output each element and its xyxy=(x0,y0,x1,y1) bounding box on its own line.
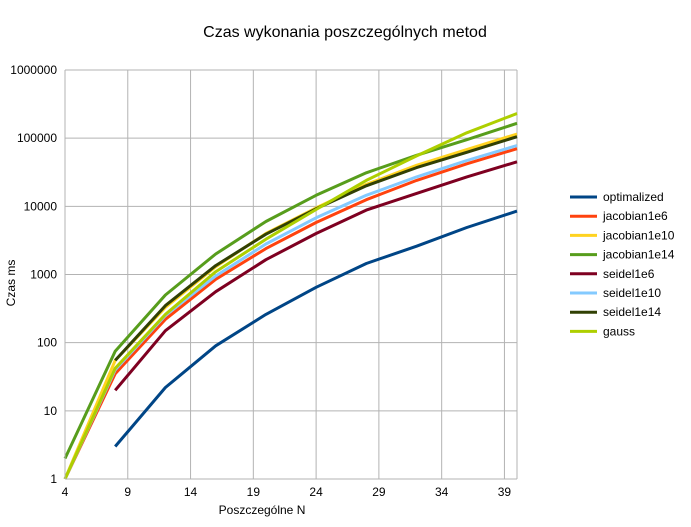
y-tick-label: 100 xyxy=(37,336,57,350)
x-tick-label: 14 xyxy=(184,485,198,499)
y-tick-label: 1 xyxy=(50,472,57,486)
y-tick-label: 10 xyxy=(44,404,58,418)
y-tick-label: 1000 xyxy=(30,268,57,282)
legend-label-gauss: gauss xyxy=(603,324,635,338)
legend-label-seidel1e10: seidel1e10 xyxy=(603,286,661,300)
legend-label-optimalized: optimalized xyxy=(603,190,664,204)
y-tick-label: 1000000 xyxy=(10,63,57,77)
x-axis-label: Poszczególne N xyxy=(219,503,306,517)
legend-label-jacobian1e10: jacobian1e10 xyxy=(602,228,675,242)
chart-title: Czas wykonania poszczególnych metod xyxy=(203,24,487,41)
x-tick-label: 24 xyxy=(309,485,323,499)
x-tick-labels: 4 9 14 19 24 29 34 39 xyxy=(62,485,512,499)
legend-label-jacobian1e14: jacobian1e14 xyxy=(602,248,675,262)
legend-label-seidel1e14: seidel1e14 xyxy=(603,305,661,319)
x-tick-label: 29 xyxy=(372,485,386,499)
legend: optimalized jacobian1e6 jacobian1e10 jacobi… xyxy=(570,190,675,338)
x-tick-label: 19 xyxy=(247,485,261,499)
x-tick-label: 34 xyxy=(435,485,449,499)
y-tick-label: 10000 xyxy=(24,199,58,213)
legend-label-jacobian1e6: jacobian1e6 xyxy=(602,209,668,223)
legend-label-seidel1e6: seidel1e6 xyxy=(603,267,655,281)
y-axis-label: Czas ms xyxy=(4,260,18,307)
x-tick-label: 4 xyxy=(62,485,69,499)
x-tick-label: 9 xyxy=(124,485,131,499)
y-tick-label: 100000 xyxy=(17,131,57,145)
x-tick-label: 39 xyxy=(498,485,512,499)
